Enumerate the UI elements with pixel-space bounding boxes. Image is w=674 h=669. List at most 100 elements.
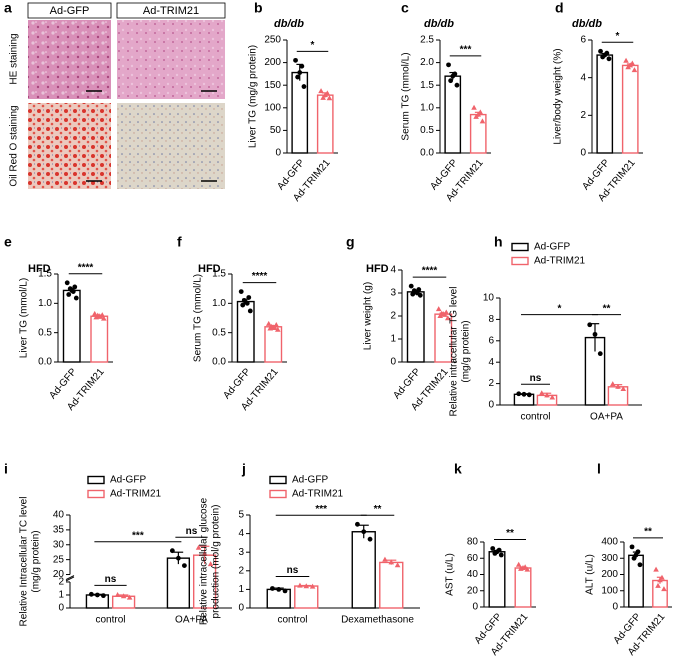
significance-label: ns	[530, 373, 542, 384]
row-header: Oil Red O staining	[9, 105, 20, 186]
data-point	[309, 583, 316, 589]
data-point	[623, 57, 629, 63]
y-tick-label: 0	[580, 148, 586, 159]
data-point	[93, 314, 100, 320]
data-point	[247, 308, 253, 314]
data-point	[653, 566, 659, 572]
significance-label: ns	[287, 565, 299, 576]
data-point	[100, 593, 106, 599]
y-tick-label: 1.5	[420, 80, 434, 91]
data-point	[175, 555, 181, 561]
panel-letter: e	[4, 234, 12, 250]
y-tick-label: 2	[238, 565, 244, 576]
y-tick-label: 6	[580, 35, 586, 46]
data-point	[538, 390, 545, 396]
y-tick-label: 200	[601, 569, 618, 580]
y-tick-label: 0	[612, 602, 618, 613]
data-point	[446, 62, 451, 68]
bar	[406, 291, 425, 363]
bar	[488, 551, 506, 608]
data-point	[100, 315, 107, 321]
data-point	[549, 394, 556, 400]
data-point	[282, 588, 288, 594]
data-point	[625, 64, 631, 70]
y-tick-label: 40	[53, 510, 65, 521]
column-header: Ad-TRIM21	[143, 5, 199, 17]
y-tick-label: 0.5	[38, 327, 52, 338]
data-point	[270, 586, 275, 591]
significance-label: *	[311, 40, 315, 51]
data-point	[598, 48, 603, 54]
y-axis-label: Liver weight (g)	[363, 282, 374, 350]
panel-letter: c	[401, 0, 409, 16]
data-point	[271, 324, 278, 330]
y-tick-label: 80	[467, 537, 479, 548]
bar	[351, 531, 376, 609]
y-tick-label: 4	[580, 72, 586, 83]
data-point	[437, 313, 444, 318]
y-tick-label: 6	[488, 335, 494, 346]
y-tick-label: 2	[488, 378, 494, 389]
bar	[652, 579, 668, 608]
y-tick-label: 0.5	[212, 327, 226, 338]
data-point	[454, 82, 460, 88]
y-tick-label: 200	[264, 57, 281, 68]
significance-label: *	[558, 303, 562, 314]
y-tick-label: 3	[238, 547, 244, 558]
data-point	[657, 577, 663, 583]
y-tick-label: 1.0	[38, 298, 52, 309]
x-tick-label: control	[277, 615, 307, 626]
data-point	[490, 546, 496, 551]
y-tick-label: 1.5	[212, 269, 226, 280]
data-point	[620, 385, 627, 391]
data-point	[240, 302, 246, 308]
bar	[621, 64, 639, 154]
bar	[294, 585, 319, 609]
data-point	[126, 594, 133, 600]
bar	[469, 113, 487, 154]
data-point	[181, 563, 187, 568]
panel-letter: k	[454, 461, 462, 477]
legend-swatch	[511, 256, 529, 266]
panel-subtitle: HFD	[198, 263, 221, 275]
y-tick-label: 60	[467, 553, 479, 564]
panel-letter: b	[254, 0, 263, 16]
y-tick-label: 4	[390, 265, 396, 276]
significance-label: ns	[105, 574, 117, 585]
panel-letter: g	[346, 234, 355, 250]
data-point	[293, 57, 298, 63]
data-point	[88, 591, 94, 597]
x-tick-label: Dexamethasone	[341, 615, 414, 626]
data-point	[544, 392, 550, 398]
data-point	[326, 95, 333, 101]
y-tick-label: 0.0	[212, 357, 226, 368]
data-point	[587, 322, 593, 328]
bar	[596, 54, 614, 154]
bar	[62, 289, 81, 363]
axis-break	[65, 576, 75, 582]
significance-label: **	[603, 303, 611, 314]
y-tick-label: 5	[238, 510, 244, 521]
data-point	[600, 54, 606, 60]
data-point	[444, 315, 451, 321]
micrograph	[28, 20, 111, 99]
legend-label: Ad-TRIM21	[292, 489, 344, 500]
data-point	[410, 291, 416, 297]
bar	[90, 315, 109, 363]
y-tick-label: 0.0	[38, 357, 52, 368]
data-point	[615, 383, 621, 389]
data-point	[435, 306, 442, 312]
data-point	[297, 582, 303, 588]
x-tick-label: OA+PA	[175, 615, 208, 626]
y-axis-label: Relative Intracellular TC level	[19, 497, 30, 627]
data-point	[64, 280, 70, 286]
y-tick-label: 1	[390, 334, 396, 345]
y-axis-label: Serum TG (mmol/L)	[401, 52, 412, 140]
legend-label: Ad-GFP	[110, 475, 146, 486]
data-point	[299, 63, 305, 69]
data-point	[394, 562, 401, 568]
legend-swatch	[511, 242, 529, 252]
data-point	[297, 70, 303, 75]
data-point	[609, 381, 616, 387]
y-tick-label: 0.0	[420, 148, 434, 159]
